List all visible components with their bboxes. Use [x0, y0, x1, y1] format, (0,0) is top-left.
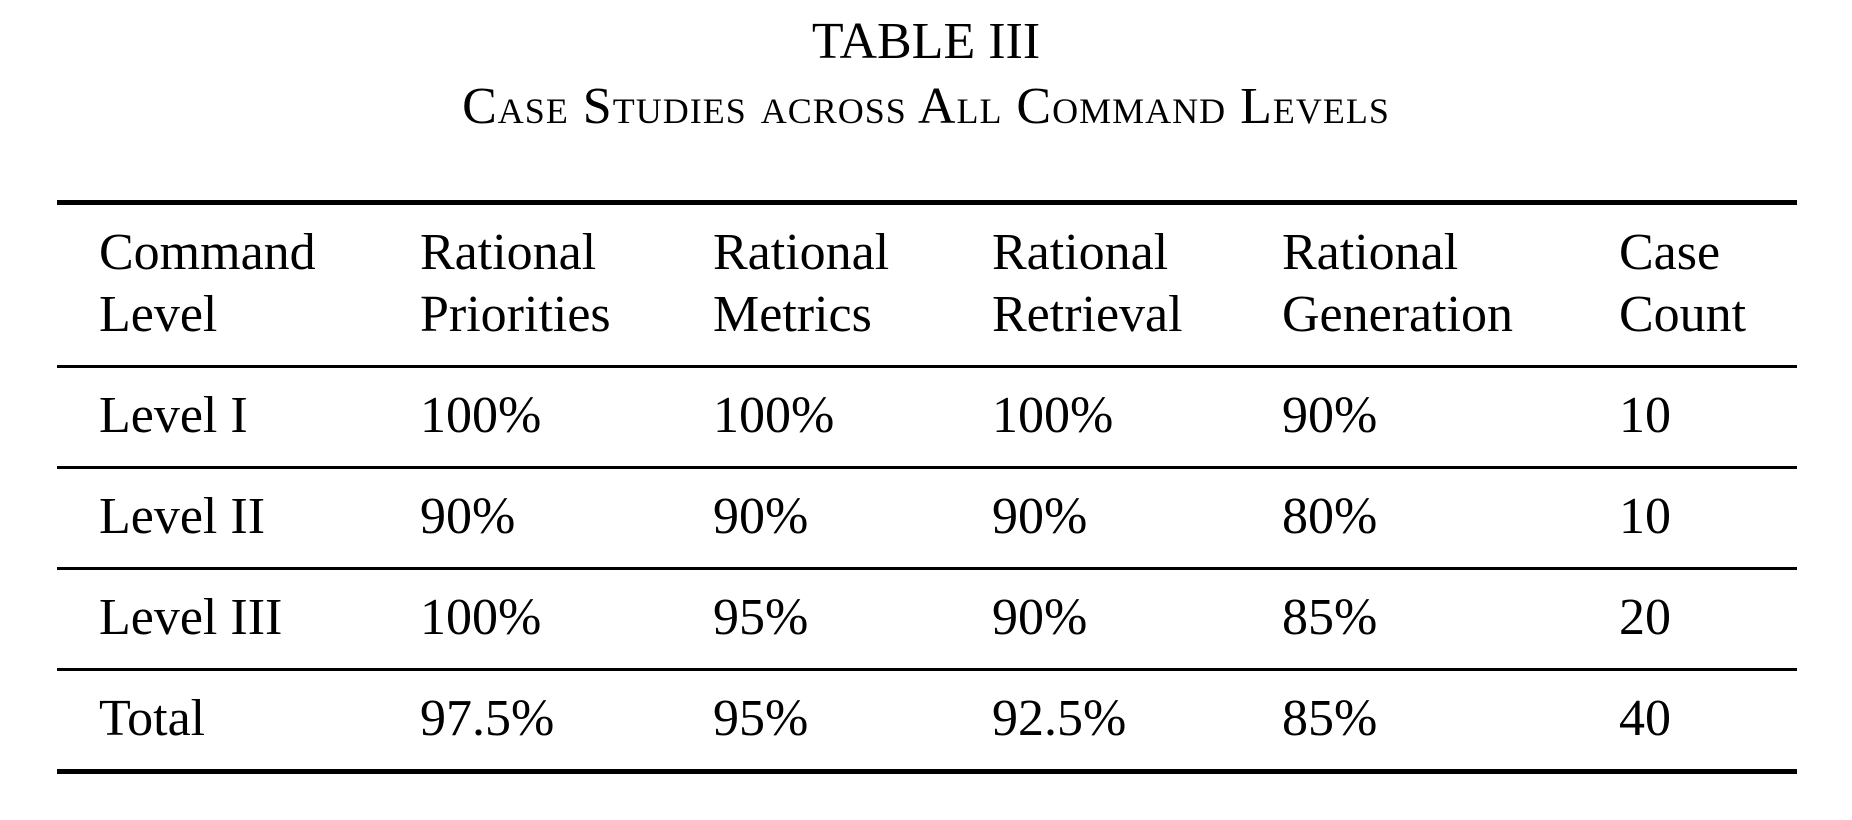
header-cell: Rational Retrieval [992, 222, 1183, 346]
header-cell: Rational Metrics [713, 222, 889, 346]
table-cell: 100% [420, 589, 542, 646]
table-cell: 92.5% [992, 690, 1127, 747]
header-line: Rational [420, 224, 597, 281]
table-cell: 97.5% [420, 690, 555, 747]
header-line: Priorities [420, 286, 611, 343]
row-rule [57, 668, 1797, 671]
row-label: Level II [99, 488, 266, 545]
table-cell: 85% [1282, 690, 1378, 747]
table-cell: 100% [713, 387, 835, 444]
row-label: Level III [99, 589, 283, 646]
header-line: Rational [1282, 224, 1459, 281]
header-cell: Case Count [1619, 222, 1746, 346]
header-row: Command Level Rational Priorities Ration… [57, 222, 1797, 346]
table-cell: 20 [1619, 589, 1671, 646]
table-row: Level II 90% 90% 90% 80% 10 [57, 486, 1797, 548]
header-line: Generation [1282, 286, 1514, 343]
header-line: Count [1619, 286, 1747, 343]
header-line: Level [99, 286, 218, 343]
table-cell: 80% [1282, 488, 1378, 545]
table-cell: 90% [992, 488, 1088, 545]
header-cell: Command Level [99, 222, 316, 346]
row-label: Level I [99, 387, 248, 444]
table-cell: 95% [713, 589, 809, 646]
table-cell: 10 [1619, 387, 1671, 444]
table-row: Total 97.5% 95% 92.5% 85% 40 [57, 688, 1797, 750]
table-cell: 100% [992, 387, 1114, 444]
table-row: Level I 100% 100% 100% 90% 10 [57, 385, 1797, 447]
header-line: Rational [992, 224, 1169, 281]
header-line: Command [99, 224, 316, 281]
top-rule [57, 200, 1797, 205]
table-cell: 95% [713, 690, 809, 747]
header-cell: Rational Priorities [420, 222, 611, 346]
table-label: TABLE III [811, 13, 1041, 70]
header-line: Metrics [713, 286, 872, 343]
header-line: Retrieval [992, 286, 1183, 343]
table-cell: 90% [420, 488, 516, 545]
table-cell: 100% [420, 387, 542, 444]
table-cell: 10 [1619, 488, 1671, 545]
header-rule [57, 365, 1797, 368]
header-line: Case [1619, 224, 1721, 281]
row-rule [57, 466, 1797, 469]
table-cell: 90% [713, 488, 809, 545]
row-rule [57, 567, 1797, 570]
bottom-rule [57, 769, 1797, 774]
table-cell: 85% [1282, 589, 1378, 646]
table-cell: 90% [992, 589, 1088, 646]
table-cell: 40 [1619, 690, 1671, 747]
table-cell: 90% [1282, 387, 1378, 444]
header-line: Rational [713, 224, 890, 281]
row-label: Total [99, 690, 206, 747]
table-title: Case Studies across All Command Levels [462, 78, 1390, 135]
table-row: Level III 100% 95% 90% 85% 20 [57, 587, 1797, 649]
header-cell: Rational Generation [1282, 222, 1513, 346]
